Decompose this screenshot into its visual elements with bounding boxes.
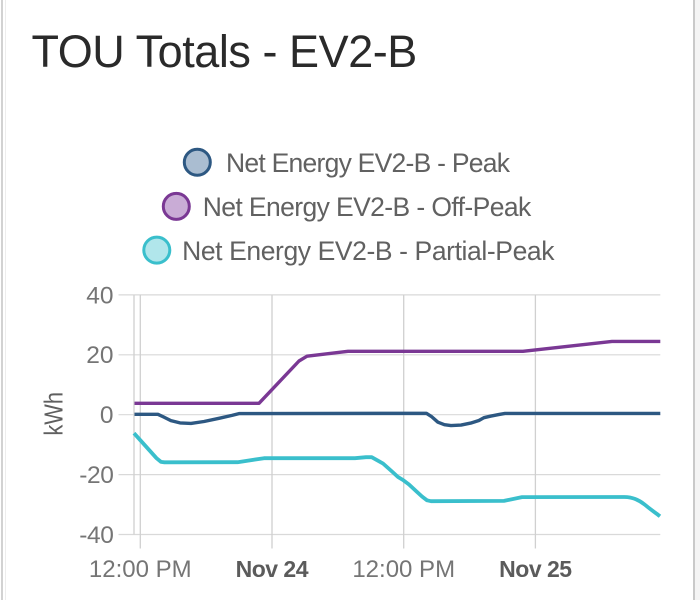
- svg-text:40: 40: [86, 282, 113, 309]
- svg-text:20: 20: [86, 342, 113, 369]
- svg-text:-40: -40: [79, 522, 113, 549]
- svg-text:12:00 PM: 12:00 PM: [89, 556, 192, 583]
- svg-text:Nov 25: Nov 25: [499, 556, 572, 582]
- svg-text:0: 0: [100, 402, 114, 429]
- svg-text:Nov 24: Nov 24: [236, 556, 309, 582]
- svg-text:12:00 PM: 12:00 PM: [352, 556, 455, 583]
- svg-text:-20: -20: [79, 462, 113, 489]
- svg-text:kWh: kWh: [40, 392, 69, 436]
